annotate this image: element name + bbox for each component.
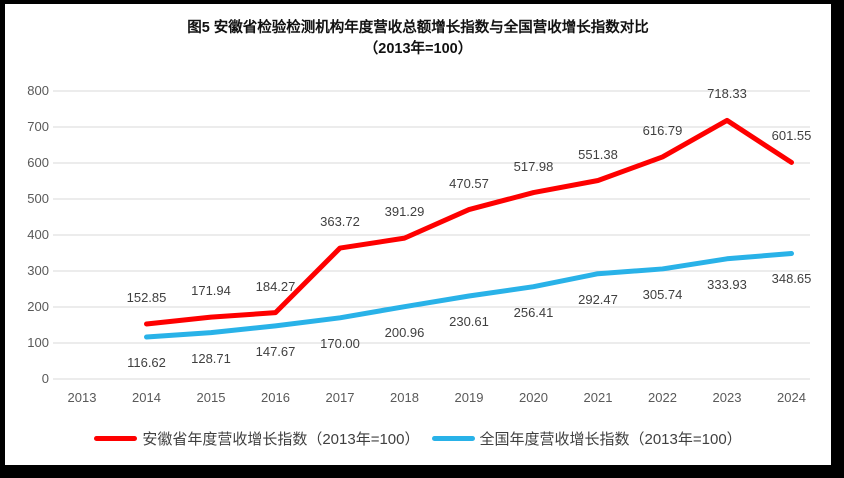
- y-tick-label: 0: [41, 371, 49, 386]
- legend-item: 安徽省年度营收增长指数（2013年=100）: [94, 428, 420, 449]
- data-label: 256.41: [513, 304, 554, 320]
- series-line: [144, 250, 794, 340]
- data-label: 152.85: [126, 289, 167, 305]
- data-label: 147.67: [255, 343, 296, 359]
- legend-line-swatch: [431, 436, 475, 441]
- x-tick-label: 2014: [132, 390, 161, 405]
- x-tick-label: 2023: [712, 390, 742, 405]
- chart-title-line1: 图5 安徽省检验检测机构年度营收总额增长指数与全国营收增长指数对比: [187, 20, 649, 36]
- x-tick-label: 2013: [67, 390, 97, 405]
- x-tick-label: 2018: [390, 390, 419, 405]
- x-tick-label: 2021: [583, 390, 613, 405]
- data-label: 171.94: [191, 283, 231, 299]
- data-label: 230.61: [449, 313, 489, 329]
- data-label: 292.47: [578, 291, 618, 307]
- y-tick-label: 800: [27, 83, 49, 98]
- data-label: 551.38: [578, 146, 618, 162]
- y-tick-label: 400: [27, 227, 49, 242]
- chart-legend: 安徽省年度营收增长指数（2013年=100） 全国年度营收增长指数（2013年=1…: [5, 428, 831, 449]
- data-label: 333.93: [707, 276, 747, 292]
- data-label: 184.27: [255, 278, 296, 294]
- data-label: 200.96: [384, 324, 425, 340]
- x-tick-label: 2016: [261, 390, 290, 405]
- y-tick-label: 200: [27, 299, 49, 314]
- data-label: 128.71: [191, 350, 231, 366]
- y-tick-label: 700: [27, 119, 49, 134]
- x-tick-label: 2022: [648, 390, 677, 405]
- y-tick-label: 500: [27, 191, 49, 206]
- series-line: [144, 117, 794, 327]
- chart-title: 图5 安徽省检验检测机构年度营收总额增长指数与全国营收增长指数对比 （2013年…: [5, 18, 831, 60]
- y-tick-label: 100: [27, 335, 49, 350]
- legend-label: 全国年度营收增长指数（2013年=100）: [479, 431, 742, 448]
- data-label: 363.72: [320, 214, 360, 230]
- x-tick-label: 2019: [454, 390, 484, 405]
- data-label: 601.55: [771, 128, 812, 144]
- chart-area: 0 100 200 300 400 500 600 700 800 2013 2014 2015 201…: [5, 4, 831, 465]
- plot-canvas: [53, 90, 810, 380]
- x-tick-label: 2017: [325, 390, 355, 405]
- x-tick-label: 2024: [777, 390, 806, 405]
- data-label: 116.62: [127, 355, 166, 371]
- data-label: 718.33: [707, 86, 747, 102]
- data-label: 616.79: [642, 122, 683, 138]
- x-tick-label: 2015: [196, 390, 226, 405]
- chart-title-line2: （2013年=100）: [363, 41, 473, 57]
- data-label: 305.74: [642, 286, 683, 302]
- data-label: 348.65: [771, 271, 812, 287]
- y-tick-label: 300: [27, 263, 49, 278]
- legend-label: 安徽省年度营收增长指数（2013年=100）: [142, 431, 420, 448]
- x-tick-label: 2020: [519, 390, 548, 405]
- data-label: 391.29: [384, 204, 425, 220]
- data-label: 517.98: [513, 158, 554, 174]
- legend-line-swatch: [94, 436, 138, 441]
- data-label: 170.00: [320, 335, 360, 351]
- legend-item: 全国年度营收增长指数（2013年=100）: [431, 428, 742, 449]
- y-tick-label: 600: [27, 155, 49, 170]
- data-label: 470.57: [449, 175, 489, 191]
